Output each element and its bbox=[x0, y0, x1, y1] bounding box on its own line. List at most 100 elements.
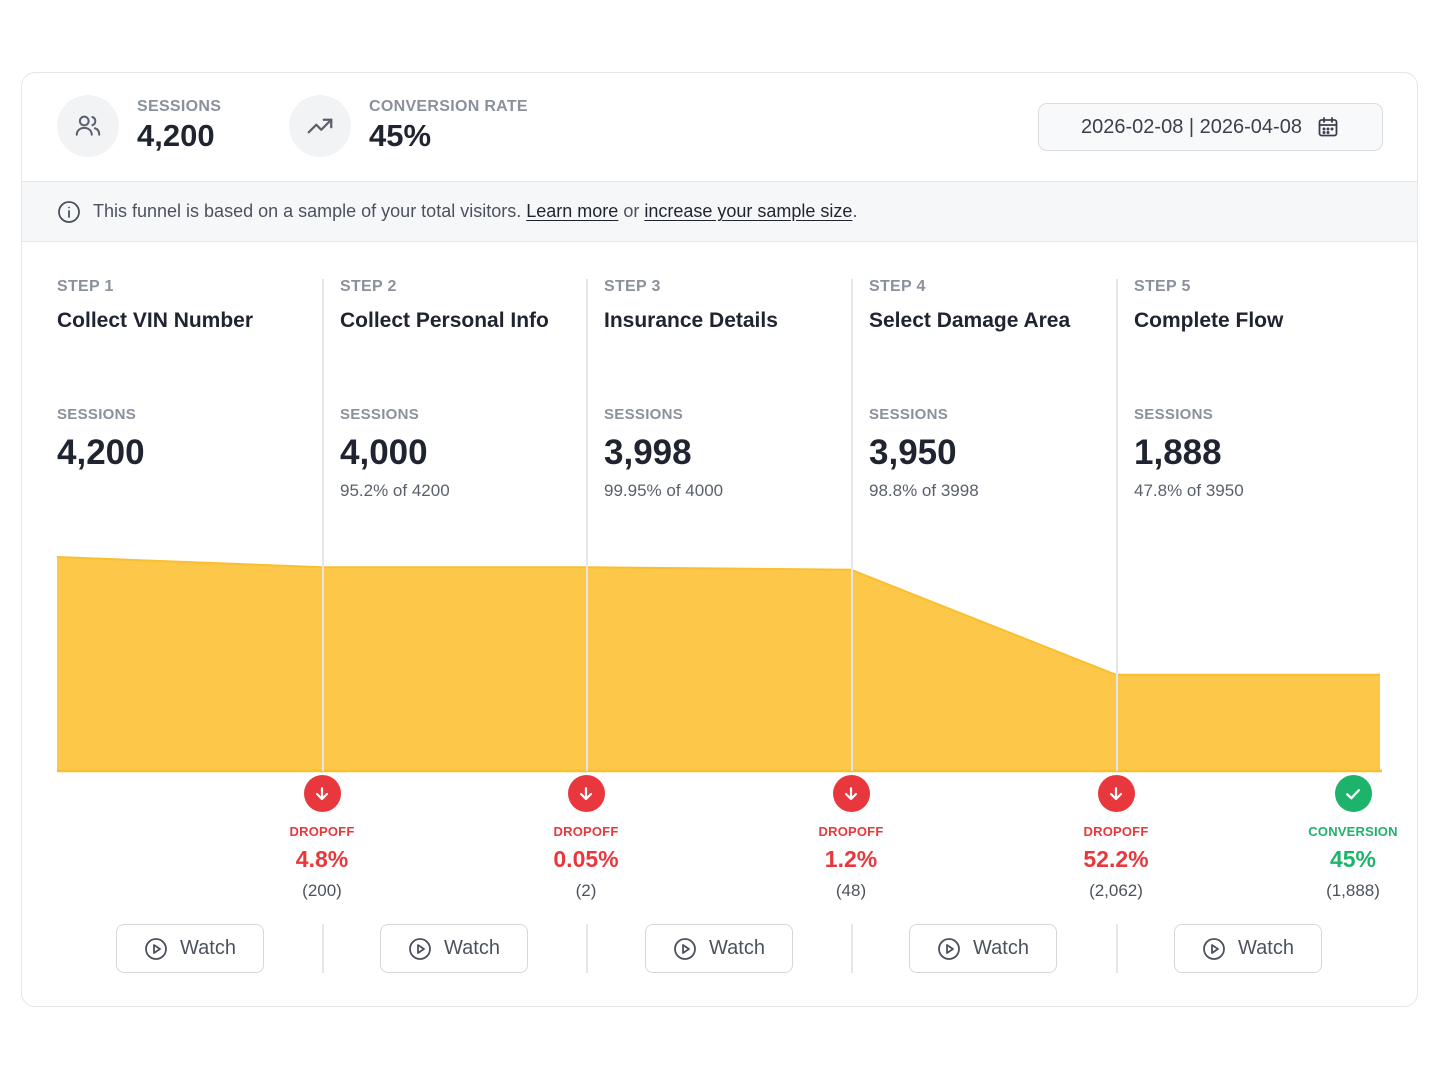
watch-step-5-button[interactable]: Watch bbox=[1174, 924, 1322, 973]
step-2: STEP 2 Collect Personal Info SESSIONS 4,… bbox=[340, 278, 580, 500]
watch-label: Watch bbox=[444, 937, 500, 959]
outcome-percent: 1.2% bbox=[824, 846, 878, 872]
step-title: Insurance Details bbox=[604, 309, 778, 332]
watch-step-1-button[interactable]: Watch bbox=[116, 924, 264, 973]
step-divider bbox=[322, 279, 324, 771]
step-1: STEP 1 Collect VIN Number SESSIONS 4,200 bbox=[57, 278, 297, 472]
dropoff-4: DROPOFF 52.2% (2,062) bbox=[1046, 775, 1186, 901]
watch-step-2-button[interactable]: Watch bbox=[380, 924, 528, 973]
play-circle-icon bbox=[144, 937, 168, 961]
check-icon bbox=[1334, 775, 1372, 812]
outcome-percent: 52.2% bbox=[1083, 846, 1149, 872]
play-circle-icon bbox=[673, 937, 697, 961]
step-3: STEP 3 Insurance Details SESSIONS 3,998 … bbox=[604, 278, 844, 500]
banner-period: . bbox=[852, 201, 858, 221]
play-circle-icon bbox=[1202, 937, 1226, 961]
sessions-kpi-value: 4,200 bbox=[137, 118, 215, 153]
outcome-percent: 0.05% bbox=[553, 846, 619, 872]
banner-or-text: or bbox=[623, 201, 640, 221]
footer-divider bbox=[322, 924, 324, 973]
watch-label: Watch bbox=[973, 937, 1029, 959]
outcome-percent: 4.8% bbox=[295, 846, 349, 872]
conversion-kpi-value: 45% bbox=[369, 118, 432, 153]
banner-text: This funnel is based on a sample of your… bbox=[93, 201, 522, 221]
step-divider bbox=[1116, 279, 1118, 771]
date-range-picker[interactable]: 2026-02-08 | 2026-04-08 bbox=[1038, 103, 1383, 151]
outcome-count: (1,888) bbox=[1326, 881, 1380, 900]
date-range-value: 2026-02-08 | 2026-04-08 bbox=[1081, 115, 1302, 138]
watch-label: Watch bbox=[180, 937, 236, 959]
dropoff-2: DROPOFF 0.05% (2) bbox=[516, 775, 656, 901]
step-title: Select Damage Area bbox=[869, 309, 1071, 332]
outcome-label: DROPOFF bbox=[289, 824, 355, 839]
dropoff-3: DROPOFF 1.2% (48) bbox=[781, 775, 921, 901]
trending-up-icon bbox=[289, 95, 351, 157]
play-circle-icon bbox=[408, 937, 432, 961]
step-sessions-percent: 47.8% of 3950 bbox=[1134, 481, 1244, 500]
watch-label: Watch bbox=[709, 937, 765, 959]
outcome-count: (2) bbox=[575, 881, 597, 900]
watch-label: Watch bbox=[1238, 937, 1294, 959]
funnel-top-line bbox=[56, 556, 1380, 676]
learn-more-link[interactable]: Learn more bbox=[526, 201, 619, 221]
funnel-card: SESSIONS 4,200 CONVERSION RATE 45% 2026-… bbox=[21, 72, 1418, 1007]
outcome-percent: 45% bbox=[1329, 846, 1377, 872]
step-sessions-percent: 98.8% of 3998 bbox=[869, 481, 979, 500]
step-sessions-percent: 95.2% of 4200 bbox=[340, 481, 450, 500]
step-title: Collect VIN Number bbox=[57, 309, 254, 332]
arrow-down-icon bbox=[1097, 775, 1135, 812]
step-number: STEP 4 bbox=[869, 278, 926, 295]
conversion-outcome: CONVERSION 45% (1,888) bbox=[1283, 775, 1417, 901]
increase-sample-size-link[interactable]: increase your sample size bbox=[644, 201, 853, 221]
sample-info-banner: This funnel is based on a sample of your… bbox=[22, 181, 1417, 242]
outcome-count: (2,062) bbox=[1089, 881, 1143, 900]
header: SESSIONS 4,200 CONVERSION RATE 45% 2026-… bbox=[22, 73, 1417, 181]
arrow-down-icon bbox=[567, 775, 605, 812]
step-number: STEP 3 bbox=[604, 278, 661, 295]
sessions-kpi: SESSIONS 4,200 bbox=[57, 95, 221, 157]
step-sessions-label: SESSIONS bbox=[57, 406, 137, 423]
arrow-down-icon bbox=[303, 775, 341, 812]
watch-step-3-button[interactable]: Watch bbox=[645, 924, 793, 973]
step-sessions-value: 3,950 bbox=[869, 433, 957, 472]
step-sessions-value: 4,000 bbox=[340, 433, 428, 472]
footer-divider bbox=[851, 924, 853, 973]
funnel-area bbox=[57, 557, 1380, 771]
info-icon bbox=[57, 200, 81, 224]
footer-divider bbox=[586, 924, 588, 973]
sessions-kpi-label: SESSIONS bbox=[137, 98, 222, 115]
watch-step-4-button[interactable]: Watch bbox=[909, 924, 1057, 973]
step-sessions-label: SESSIONS bbox=[869, 406, 949, 423]
outcome-label: DROPOFF bbox=[553, 824, 619, 839]
step-sessions-value: 4,200 bbox=[57, 433, 145, 472]
conversion-kpi: CONVERSION RATE 45% bbox=[289, 95, 528, 157]
dropoff-1: DROPOFF 4.8% (200) bbox=[252, 775, 392, 901]
step-divider bbox=[586, 279, 588, 771]
funnel-chart bbox=[56, 556, 1382, 773]
step-title: Complete Flow bbox=[1134, 309, 1284, 332]
play-circle-icon bbox=[937, 937, 961, 961]
step-number: STEP 1 bbox=[57, 278, 114, 295]
footer-divider bbox=[1116, 924, 1118, 973]
step-sessions-label: SESSIONS bbox=[604, 406, 684, 423]
step-5: STEP 5 Complete Flow SESSIONS 1,888 47.8… bbox=[1134, 278, 1374, 500]
outcome-label: DROPOFF bbox=[818, 824, 884, 839]
step-sessions-label: SESSIONS bbox=[1134, 406, 1214, 423]
step-title: Collect Personal Info bbox=[340, 309, 549, 332]
outcome-label: CONVERSION bbox=[1308, 824, 1398, 839]
step-4: STEP 4 Select Damage Area SESSIONS 3,950… bbox=[869, 278, 1109, 500]
outcome-label: DROPOFF bbox=[1083, 824, 1149, 839]
step-number: STEP 2 bbox=[340, 278, 397, 295]
step-sessions-label: SESSIONS bbox=[340, 406, 420, 423]
conversion-kpi-label: CONVERSION RATE bbox=[369, 98, 528, 115]
arrow-down-icon bbox=[832, 775, 870, 812]
step-sessions-percent: 99.95% of 4000 bbox=[604, 481, 724, 500]
step-sessions-value: 1,888 bbox=[1134, 433, 1222, 472]
step-divider bbox=[851, 279, 853, 771]
outcome-count: (48) bbox=[835, 881, 867, 900]
outcome-count: (200) bbox=[302, 881, 342, 900]
calendar-icon bbox=[1316, 115, 1340, 139]
users-icon bbox=[57, 95, 119, 157]
step-number: STEP 5 bbox=[1134, 278, 1191, 295]
step-sessions-value: 3,998 bbox=[604, 433, 692, 472]
